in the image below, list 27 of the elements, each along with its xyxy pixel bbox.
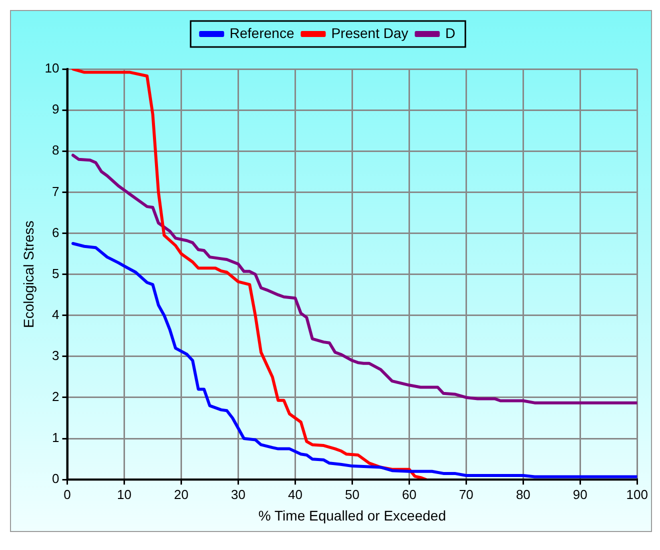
x-tick-label: 20 — [174, 486, 188, 502]
x-tick-label: 40 — [288, 486, 302, 502]
legend-label: Reference — [230, 24, 294, 41]
x-tick-label: 0 — [64, 486, 71, 502]
y-tick-label: 7 — [52, 184, 60, 199]
y-tick-label: 10 — [44, 60, 60, 76]
y-tick-label: 6 — [52, 224, 60, 240]
y-tick-label: 1 — [52, 430, 60, 446]
x-tick-label: 50 — [344, 486, 360, 502]
x-axis-title: % Time Equalled or Exceeded — [258, 507, 446, 524]
x-tick-label: 100 — [626, 486, 648, 502]
y-tick-label: 3 — [52, 348, 60, 363]
y-tick-label: 4 — [52, 306, 60, 322]
x-tick-label: 80 — [516, 486, 530, 502]
x-tick-label: 90 — [572, 486, 588, 502]
x-tick-label: 60 — [402, 486, 416, 502]
y-tick-label: 2 — [52, 389, 60, 404]
y-tick-label: 5 — [52, 266, 60, 281]
y-tick-label: 0 — [52, 471, 60, 486]
legend-label: Present Day — [331, 24, 408, 41]
y-tick-label: 8 — [52, 142, 60, 158]
x-tick-label: 10 — [117, 486, 132, 502]
legend-label: D — [445, 24, 456, 41]
x-tick-label: 70 — [458, 486, 474, 502]
y-tick-label: 9 — [52, 102, 60, 117]
x-tick-label: 30 — [230, 486, 246, 502]
y-axis-title: Ecological Stress — [20, 220, 36, 328]
